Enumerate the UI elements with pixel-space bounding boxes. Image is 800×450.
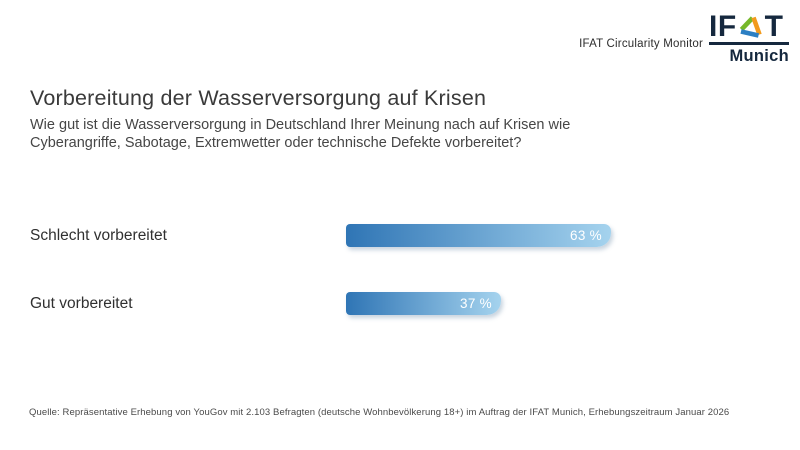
bar-chart: Schlecht vorbereitet 63 % Gut vorbereitet 3…: [30, 212, 770, 327]
bar: 37 %: [346, 292, 501, 315]
chart-row: Gut vorbereitet 37 %: [30, 292, 770, 315]
chart-row: Schlecht vorbereitet 63 %: [30, 224, 770, 247]
page-subtitle: Wie gut ist die Wasserversorgung in Deut…: [30, 117, 571, 151]
page-title: Vorbereitung der Wasserversorgung auf Kr…: [30, 86, 487, 110]
source-note: Quelle: Repräsentative Erhebung von YouG…: [29, 407, 730, 418]
value-label: 37 %: [460, 296, 492, 311]
logo-wordmark: IF T: [709, 10, 789, 43]
logo-divider: [709, 42, 789, 45]
brand-text: IFAT Circularity Monitor: [579, 38, 703, 50]
category-label: Gut vorbereitet: [30, 294, 133, 312]
ifat-triangle-icon: [739, 16, 762, 38]
logo-word-end: T: [764, 10, 784, 43]
logo-word-start: IF: [709, 10, 737, 43]
ifat-munich-logo: IF T Munich: [709, 10, 789, 66]
value-label: 63 %: [570, 228, 602, 243]
bar: 63 %: [346, 224, 611, 247]
logo-city: Munich: [729, 46, 789, 65]
category-label: Schlecht vorbereitet: [30, 226, 167, 244]
